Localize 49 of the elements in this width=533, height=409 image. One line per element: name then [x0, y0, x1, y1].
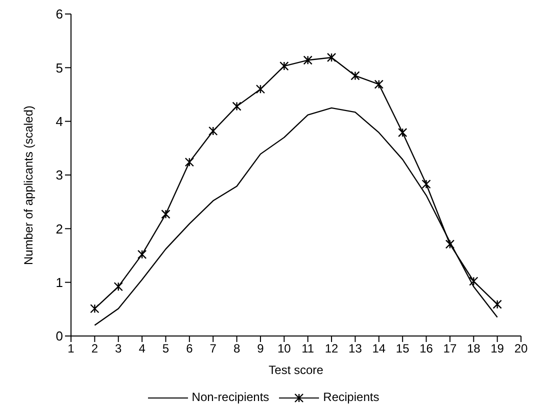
x-tick-label: 19 — [490, 342, 504, 356]
y-tick-label: 0 — [56, 328, 63, 344]
x-tick-label: 12 — [324, 342, 339, 356]
x-tick-label: 17 — [443, 342, 457, 356]
point — [161, 210, 170, 219]
x-tick-label: 13 — [348, 342, 362, 356]
x-tick-label: 11 — [302, 342, 314, 356]
point — [492, 300, 502, 309]
point — [326, 52, 336, 62]
point — [184, 158, 194, 167]
point — [114, 282, 123, 292]
x-tick-label: 14 — [372, 342, 386, 356]
x-tick-label: 4 — [138, 342, 146, 356]
x-tick-label: 2 — [91, 342, 98, 356]
point — [256, 84, 266, 94]
point — [398, 128, 408, 138]
point — [137, 250, 147, 260]
x-axis-title: Test score — [268, 363, 324, 377]
legend-label: Recipients — [322, 390, 380, 404]
y-tick-label: 6 — [56, 6, 63, 22]
point — [232, 102, 242, 111]
y-axis-title: Number of applicants (scaled) — [21, 106, 36, 265]
x-tick-label: 15 — [396, 342, 410, 356]
point — [208, 126, 218, 136]
point — [422, 180, 431, 189]
x-tick-label: 10 — [277, 342, 292, 356]
x-tick-label: 6 — [186, 342, 194, 356]
point — [445, 240, 455, 249]
y-tick-label: 4 — [56, 114, 63, 129]
x-tick-label: 16 — [420, 342, 434, 356]
x-tick-label: 9 — [257, 342, 264, 356]
y-tick-label: 5 — [56, 60, 63, 76]
x-tick-label: 8 — [233, 342, 240, 356]
point — [90, 304, 100, 314]
x-tick-label: 1 — [68, 342, 75, 356]
x-tick-label: 5 — [162, 342, 170, 356]
y-tick-label: 3 — [56, 168, 63, 183]
x-tick-label: 20 — [514, 342, 528, 356]
point — [303, 56, 312, 65]
y-tick-label: 1 — [56, 274, 63, 290]
point — [350, 71, 360, 80]
point — [280, 61, 289, 71]
x-tick-label: 18 — [466, 342, 481, 356]
point — [374, 80, 384, 89]
y-tick-label: 2 — [56, 221, 63, 236]
point — [469, 276, 478, 286]
legend-label: Non-recipients — [190, 390, 270, 404]
x-tick-label: 7 — [210, 342, 217, 356]
x-tick-label: 3 — [115, 342, 122, 356]
